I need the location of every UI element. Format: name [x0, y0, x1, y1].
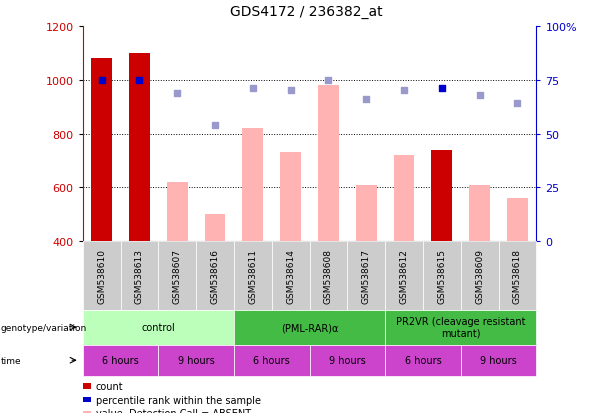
- Point: [324, 77, 333, 84]
- Text: GSM538613: GSM538613: [135, 248, 144, 303]
- Point: [286, 88, 295, 95]
- Point: [210, 122, 220, 129]
- Text: 9 hours: 9 hours: [480, 355, 517, 366]
- Text: control: control: [142, 322, 175, 332]
- Bar: [243, 129, 263, 242]
- Text: (PML-RAR)α: (PML-RAR)α: [281, 322, 338, 332]
- Bar: [280, 153, 301, 242]
- Text: time: time: [1, 356, 21, 365]
- Text: GSM538614: GSM538614: [286, 248, 295, 303]
- Point: [437, 86, 447, 93]
- Point: [172, 90, 182, 97]
- Text: genotype/variation: genotype/variation: [1, 323, 87, 332]
- Text: GSM538609: GSM538609: [475, 248, 484, 303]
- Text: count: count: [96, 381, 123, 391]
- Text: GSM538617: GSM538617: [362, 248, 371, 303]
- Point: [134, 77, 145, 84]
- Point: [361, 97, 371, 103]
- Text: 9 hours: 9 hours: [178, 355, 215, 366]
- Text: 6 hours: 6 hours: [405, 355, 441, 366]
- Bar: [318, 86, 339, 242]
- Point: [399, 88, 409, 95]
- Bar: [394, 156, 414, 242]
- Point: [512, 101, 522, 107]
- Text: 6 hours: 6 hours: [102, 355, 139, 366]
- Point: [97, 77, 107, 84]
- Text: GDS4172 / 236382_at: GDS4172 / 236382_at: [230, 5, 383, 19]
- Bar: [432, 150, 452, 242]
- Bar: [129, 54, 150, 242]
- Text: 6 hours: 6 hours: [253, 355, 290, 366]
- Text: 9 hours: 9 hours: [329, 355, 366, 366]
- Bar: [167, 183, 188, 242]
- Text: GSM538615: GSM538615: [437, 248, 446, 303]
- Point: [475, 92, 485, 99]
- Text: percentile rank within the sample: percentile rank within the sample: [96, 395, 261, 405]
- Text: GSM538610: GSM538610: [97, 248, 106, 303]
- Text: GSM538616: GSM538616: [210, 248, 219, 303]
- Bar: [205, 215, 226, 242]
- Bar: [507, 199, 528, 242]
- Bar: [91, 59, 112, 242]
- Text: GSM538618: GSM538618: [513, 248, 522, 303]
- Bar: [470, 185, 490, 242]
- Text: value, Detection Call = ABSENT: value, Detection Call = ABSENT: [96, 408, 251, 413]
- Point: [248, 86, 257, 93]
- Text: GSM538612: GSM538612: [400, 248, 409, 303]
- Text: GSM538611: GSM538611: [248, 248, 257, 303]
- Text: PR2VR (cleavage resistant
mutant): PR2VR (cleavage resistant mutant): [396, 316, 525, 338]
- Text: GSM538608: GSM538608: [324, 248, 333, 303]
- Text: GSM538607: GSM538607: [173, 248, 182, 303]
- Bar: [356, 185, 376, 242]
